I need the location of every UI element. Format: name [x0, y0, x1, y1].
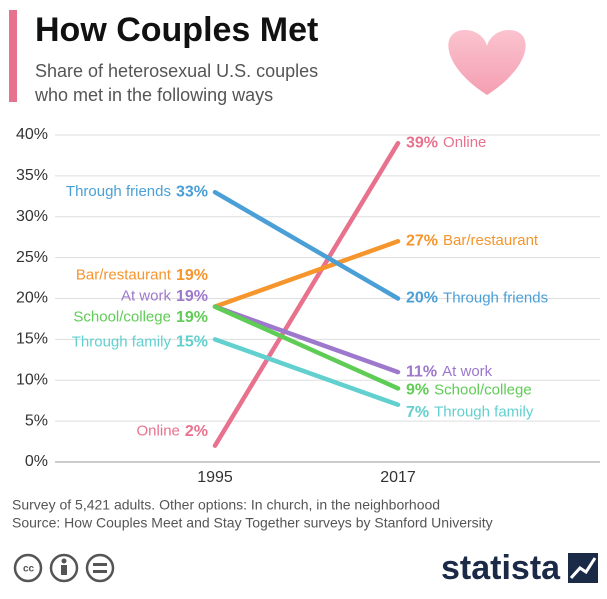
- chart-title: How Couples Met: [35, 11, 318, 49]
- series-name: School/college: [73, 309, 171, 326]
- series-line: [212, 304, 401, 375]
- y-tick-label: 20%: [16, 290, 48, 307]
- value-label: 33%: [176, 183, 208, 200]
- value-label: 20%: [406, 290, 438, 307]
- subtitle: Share of heterosexual U.S. couples: [35, 61, 318, 81]
- series-name: Online: [443, 134, 486, 151]
- brand-icon: [568, 553, 598, 583]
- value-label: 11%: [406, 363, 437, 380]
- value-label: 19%: [176, 309, 208, 326]
- accent-bar: [9, 10, 17, 102]
- series-name: Bar/restaurant: [76, 267, 172, 284]
- value-label: 7%: [406, 404, 429, 421]
- value-label: 9%: [406, 382, 429, 399]
- value-label: 19%: [176, 288, 208, 305]
- cc-glyph: cc: [23, 564, 35, 575]
- y-tick-label: 15%: [16, 331, 48, 348]
- series-name: Through friends: [66, 183, 171, 200]
- series-name: Bar/restaurant: [443, 232, 539, 249]
- y-tick-label: 35%: [16, 167, 48, 184]
- note: Survey of 5,421 adults. Other options: I…: [12, 497, 440, 513]
- series-name: Through family: [72, 333, 172, 350]
- value-label: 19%: [176, 267, 208, 284]
- y-tick-label: 10%: [16, 371, 48, 388]
- note: Source: How Couples Meet and Stay Togeth…: [12, 515, 493, 531]
- series-name: At work: [121, 288, 172, 305]
- value-label: 27%: [406, 232, 438, 249]
- license-glyphs: [61, 558, 107, 575]
- series-line: [212, 189, 401, 301]
- x-tick-label: 2017: [380, 469, 416, 486]
- plot: 0% 5% 10% 15% 20% 25% 30% 35% 40% 1995 2017 2% Onlin…: [16, 126, 600, 486]
- brand: statista: [441, 549, 561, 587]
- series-name: Through family: [434, 404, 534, 421]
- y-tick-label: 40%: [16, 126, 48, 143]
- license-icons: [13, 553, 115, 583]
- y-tick-label: 5%: [25, 412, 48, 429]
- value-label: 15%: [176, 334, 208, 351]
- series-line: [212, 239, 401, 309]
- series-line: [212, 304, 401, 391]
- series-name: Through friends: [443, 289, 548, 306]
- series-name: School/college: [434, 381, 532, 398]
- x-tick-label: 1995: [197, 469, 233, 486]
- y-tick-label: 0%: [25, 453, 48, 470]
- series-name: At work: [442, 363, 493, 380]
- heart-icon: [448, 30, 526, 95]
- y-tick-label: 30%: [16, 208, 48, 225]
- series-line: [212, 337, 401, 408]
- value-label: 39%: [406, 134, 438, 151]
- series-line: [212, 140, 401, 448]
- value-label: 2%: [185, 423, 208, 440]
- subtitle: who met in the following ways: [34, 85, 273, 105]
- series-name: Online: [137, 423, 180, 440]
- y-tick-label: 25%: [16, 249, 48, 266]
